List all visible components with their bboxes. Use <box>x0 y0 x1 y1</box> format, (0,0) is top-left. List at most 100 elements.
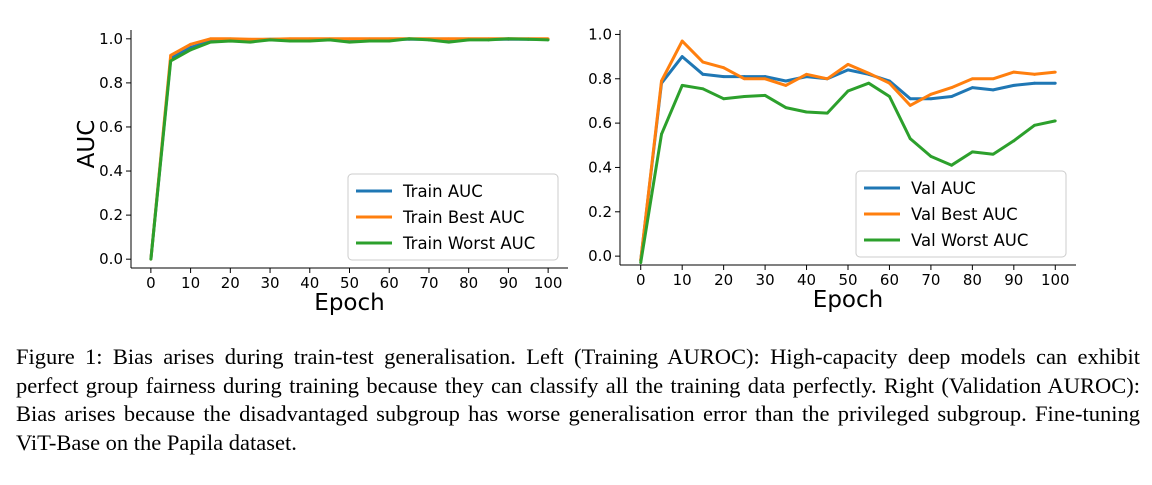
data-point <box>701 87 705 91</box>
legend: Train AUC Train Best AUC Train Worst AUC <box>347 173 559 261</box>
y-tick-label: 0.2 <box>99 206 123 224</box>
data-point <box>950 95 954 98</box>
legend-label: Train Worst AUC <box>402 234 535 253</box>
data-point <box>248 40 252 44</box>
data-point <box>888 81 891 85</box>
y-tick-label: 0.8 <box>99 74 123 92</box>
x-axis-label: Epoch <box>813 287 883 313</box>
data-point <box>447 40 451 44</box>
data-point <box>950 163 954 167</box>
data-point <box>846 62 850 66</box>
data-point <box>846 68 850 72</box>
x-tick-label: 30 <box>260 274 279 292</box>
x-tick-label: 70 <box>921 271 940 289</box>
data-point <box>268 38 272 42</box>
y-tick-label: 0.4 <box>99 162 123 180</box>
data-point <box>1012 84 1016 87</box>
x-tick-label: 0 <box>636 271 646 289</box>
y-tick-label: 0.2 <box>588 203 612 221</box>
data-point <box>467 38 471 42</box>
data-point <box>929 92 933 96</box>
data-point <box>867 81 871 85</box>
series-val-best-auc <box>639 39 1057 262</box>
x-tick-label: 90 <box>499 274 518 292</box>
data-point <box>701 72 705 76</box>
data-point <box>169 59 173 63</box>
data-point <box>784 84 788 87</box>
data-point <box>169 53 173 57</box>
x-tick-label: 60 <box>880 271 899 289</box>
data-point <box>288 39 292 43</box>
data-point <box>1012 139 1016 143</box>
charts-area: 0 10 20 30 40 50 60 70 80 90 1000.00.20.40.60.81.0… <box>74 25 1076 316</box>
legend: Val AUC Val Best AUC Val Worst AUC <box>855 170 1067 258</box>
y-axis-label: AUC <box>74 120 100 169</box>
data-point <box>722 97 726 101</box>
x-tick-label: 40 <box>797 271 816 289</box>
data-point <box>228 37 232 41</box>
data-point <box>888 95 891 98</box>
data-point <box>1012 70 1016 74</box>
y-tick-label: 0.0 <box>588 247 612 265</box>
x-tick-label: 80 <box>963 271 982 289</box>
legend-label: Train Best AUC <box>402 208 525 227</box>
data-point <box>209 40 212 44</box>
data-point <box>763 75 767 78</box>
data-point <box>680 39 684 43</box>
data-point <box>447 37 451 41</box>
data-point <box>348 40 351 44</box>
data-point <box>189 42 192 46</box>
x-tick-label: 60 <box>380 274 399 292</box>
data-point <box>846 89 850 93</box>
data-point <box>742 77 746 81</box>
x-tick-label: 20 <box>714 271 733 289</box>
figure-caption: Figure 1: Bias arises during train-test … <box>16 344 1140 455</box>
series-val-worst-auc <box>639 81 1057 265</box>
data-point <box>248 37 252 41</box>
x-tick-label: 100 <box>534 274 563 292</box>
data-point <box>742 95 746 98</box>
data-point <box>308 39 312 43</box>
data-point <box>639 261 643 265</box>
data-point <box>805 110 808 114</box>
data-point <box>348 37 351 41</box>
data-point <box>825 77 829 81</box>
data-point <box>763 94 767 97</box>
data-point <box>407 37 411 41</box>
y-tick-label: 0.6 <box>99 118 123 136</box>
data-point <box>784 106 788 109</box>
data-point <box>209 37 212 41</box>
data-point <box>427 38 431 42</box>
legend-box <box>347 173 559 261</box>
data-point <box>189 48 192 52</box>
data-point <box>680 55 684 59</box>
data-point <box>763 77 767 81</box>
x-tick-label: 50 <box>340 274 359 292</box>
chart-right: 0 10 20 30 40 50 60 70 80 90 100 0.0 0.2 0.4 0.6 0.8 1.0… <box>588 25 1076 313</box>
legend-box <box>855 170 1067 258</box>
data-point <box>825 111 829 115</box>
data-point <box>1053 119 1057 123</box>
data-point <box>228 39 232 43</box>
x-tick-label: 80 <box>459 274 478 292</box>
x-tick-label: 0 <box>146 274 156 292</box>
data-point <box>660 79 663 83</box>
x-tick-label: 70 <box>419 274 438 292</box>
data-point <box>1053 81 1057 85</box>
data-point <box>546 38 550 42</box>
x-tick-label: 90 <box>1004 271 1023 289</box>
data-point <box>805 72 808 76</box>
data-point <box>908 97 912 101</box>
data-point <box>507 37 510 41</box>
y-tick-label: 1.0 <box>588 25 612 43</box>
chart-left: 0 10 20 30 40 50 60 70 80 90 100 0.0 0.2 0.4 0.6 0.8 1.0… <box>74 30 568 316</box>
data-point <box>1033 81 1036 85</box>
data-point <box>908 137 912 141</box>
data-point <box>929 97 933 101</box>
x-tick-label: 50 <box>838 271 857 289</box>
series-train-worst-auc <box>149 37 550 261</box>
legend-label: Train AUC <box>402 182 483 201</box>
data-point <box>487 38 490 42</box>
y-tick-label: 0.4 <box>588 158 612 176</box>
x-tick-label: 30 <box>756 271 775 289</box>
